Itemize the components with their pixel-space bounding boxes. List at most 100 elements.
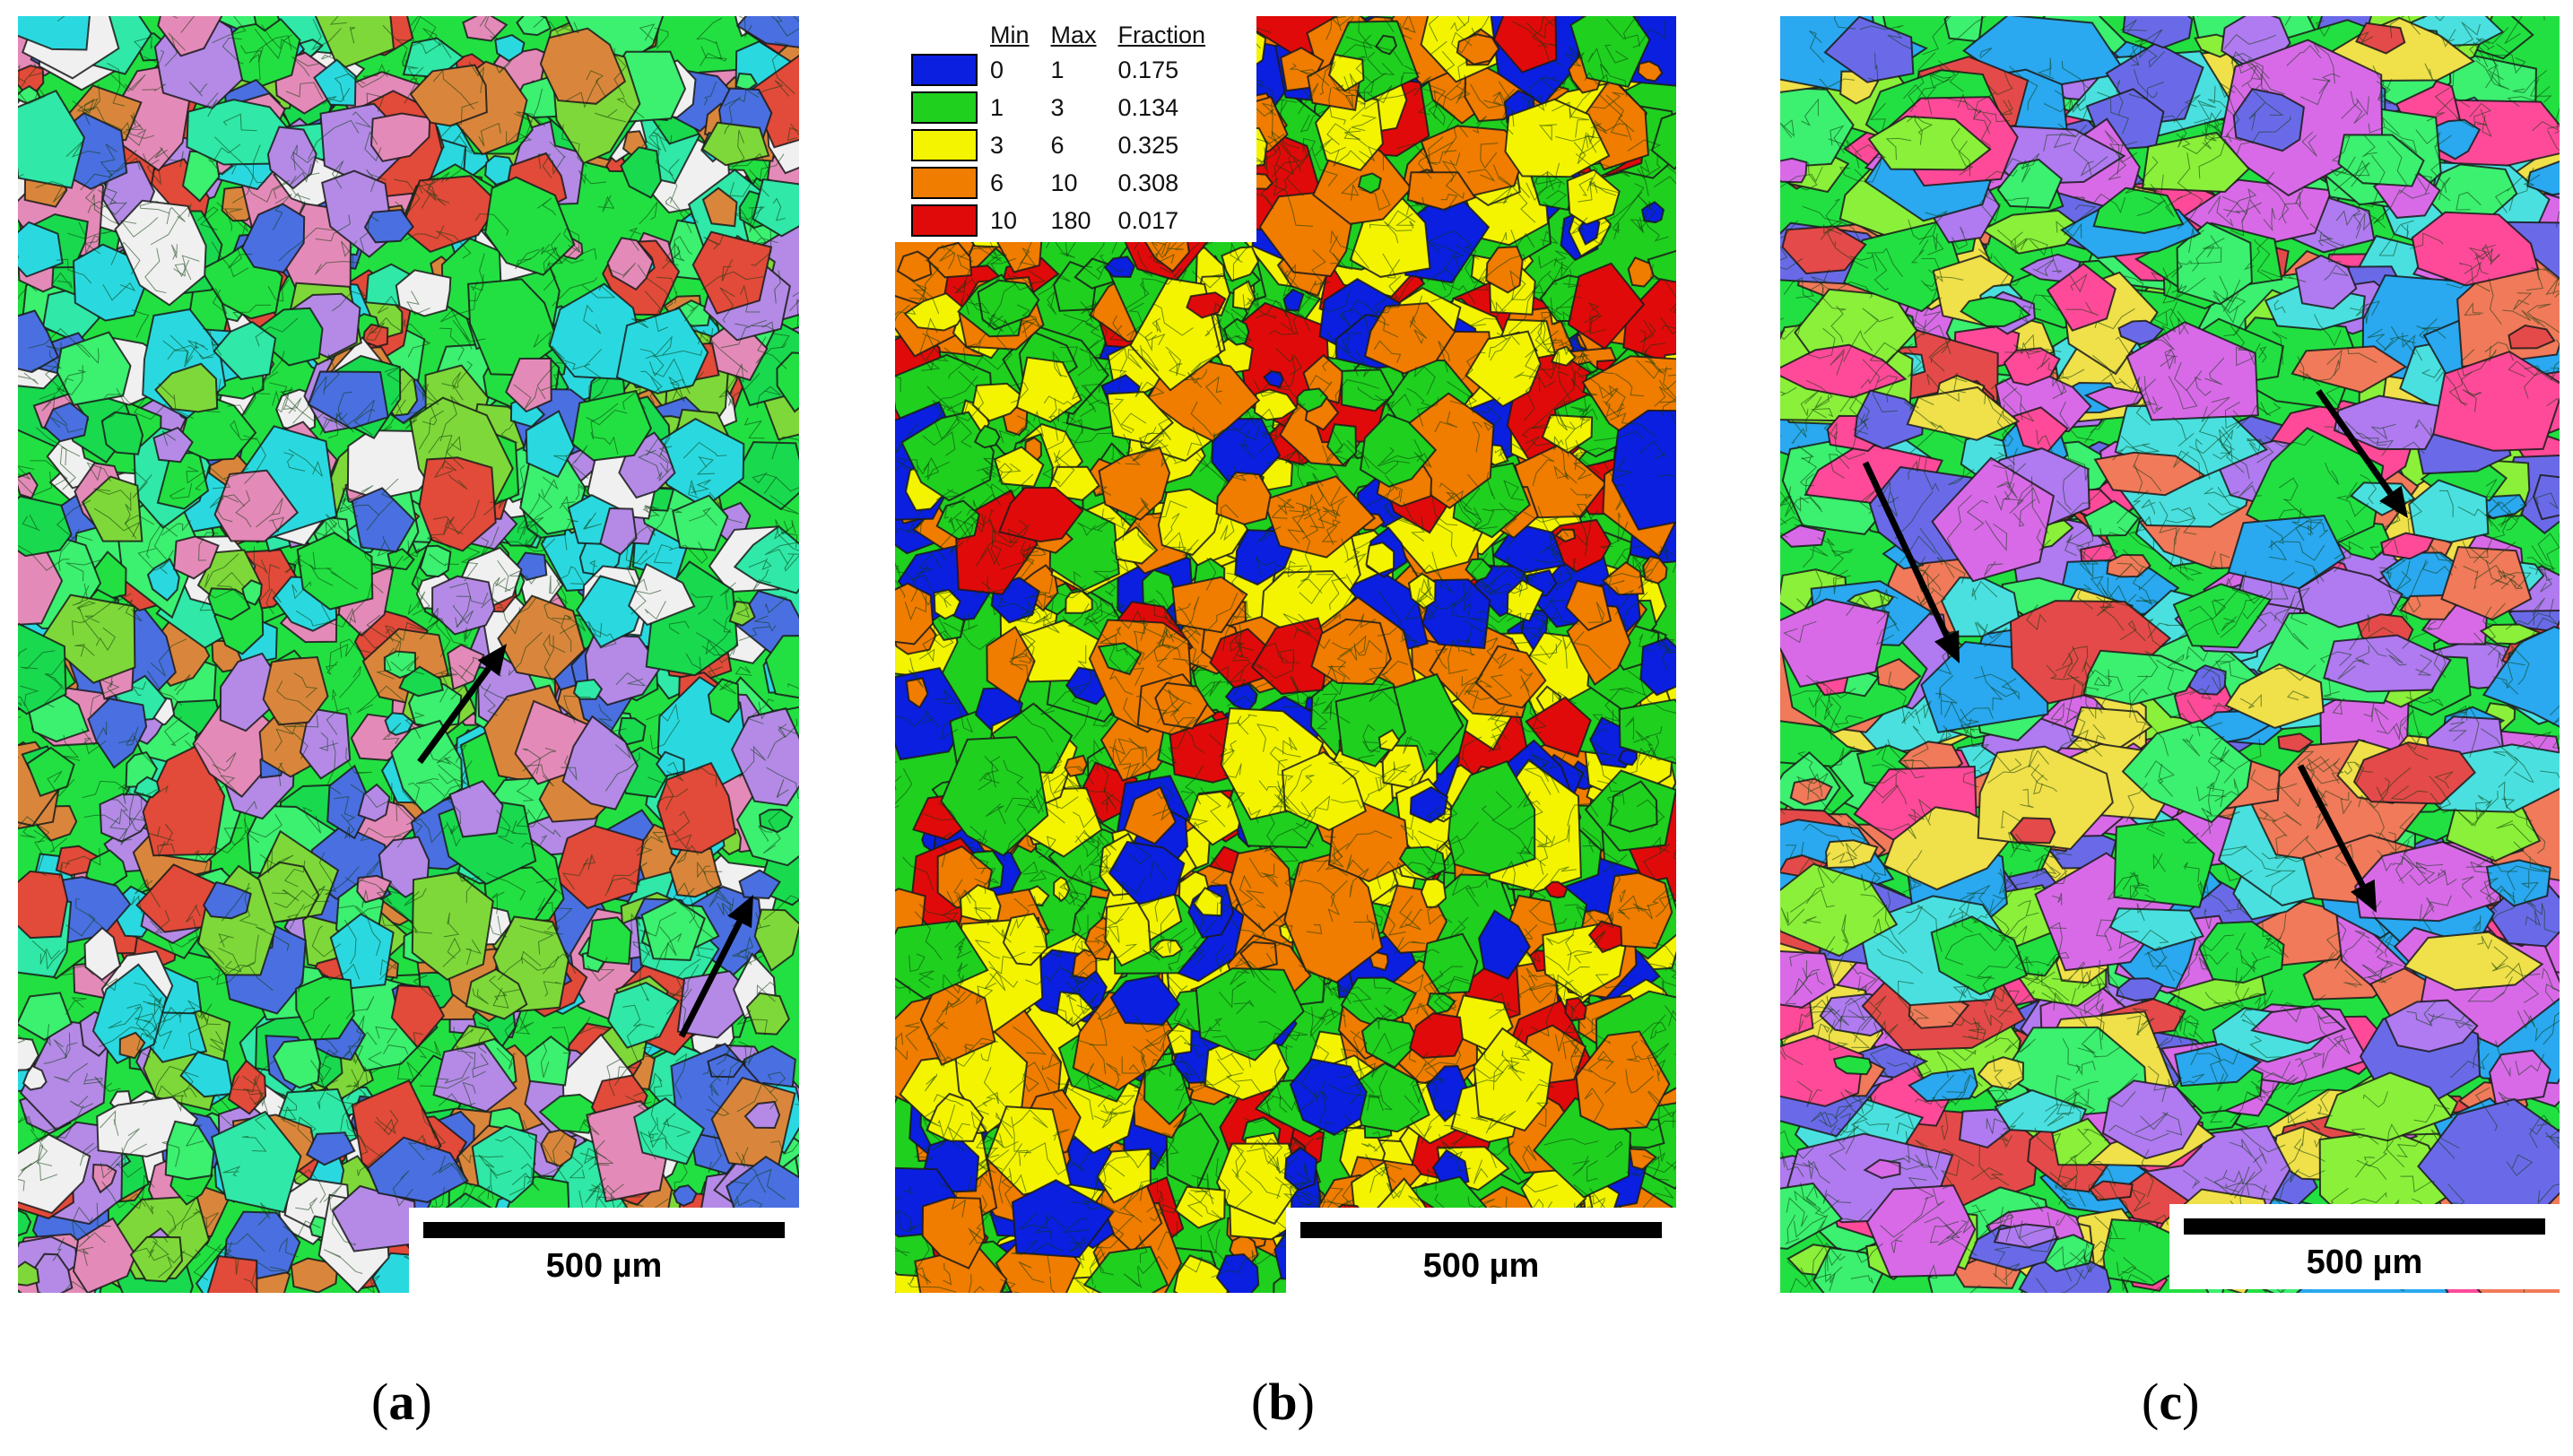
legend-min: 0 [990,56,1004,83]
misorientation-legend: Min Max Fraction 0 1 0.175 1 3 0.134 3 6 0.325 6 1… [895,16,1256,242]
grain [100,411,144,455]
grain [179,1051,234,1098]
grain [18,309,60,374]
scale-bar-b: 500 µm [1286,1208,1676,1293]
grain [1113,525,1159,565]
grain [1876,657,1922,691]
grain [973,424,1001,449]
grain [2141,131,2250,194]
grain [2093,451,2206,497]
grain [1617,749,1639,767]
grain [1637,60,1664,82]
grain [1609,780,1658,833]
grain [1098,446,1171,521]
grain [561,715,639,810]
grain [986,1105,1073,1196]
grain [1960,296,2031,327]
grain [1398,845,1447,880]
grain [2106,553,2151,578]
grain [363,208,414,244]
grain [1065,590,1093,614]
grain [240,203,306,274]
grain [1443,759,1536,875]
grain [2116,977,2164,1002]
grain [72,243,149,322]
grain [18,1209,32,1237]
grain [2009,817,2056,845]
grain [1166,1022,1193,1056]
grain [369,112,431,162]
grain [1908,1067,1978,1103]
grain [2172,583,2273,649]
grain [32,1252,74,1293]
grain [2323,634,2452,693]
grain [18,89,85,189]
grain [431,575,496,636]
grain [81,475,143,542]
legend-fraction: 0.134 [1117,93,1179,121]
grain [390,984,446,1049]
grain [118,1031,146,1060]
grain [448,779,504,838]
grain [728,600,756,627]
grain-map-c [1780,16,2560,1293]
grain [1171,576,1248,634]
grain [997,486,1084,543]
grain [314,16,396,71]
grain [752,178,799,238]
grain [2533,473,2560,521]
grain [1174,1185,1226,1229]
grain [1420,878,1447,908]
grain [2046,263,2117,332]
grain [1258,191,1357,278]
grain [186,99,291,166]
grain [733,441,799,511]
grain [1296,387,1328,413]
grain [18,1261,40,1287]
grain [1104,901,1152,967]
legend-fraction: 0.175 [1117,56,1179,83]
legend-min: 10 [990,206,1018,234]
grain [2092,186,2185,235]
grain [2250,1004,2347,1044]
legend-swatch [911,167,978,199]
grain [615,307,709,394]
grain [753,908,799,973]
grain [114,199,207,307]
grain [1406,171,1477,211]
scale-bar-c: 500 µm [2169,1204,2560,1289]
grain [1357,172,1382,195]
grain [933,588,961,620]
grain [1780,343,1908,399]
annotation-arrow [2297,764,2377,913]
grain [599,507,638,556]
grain [202,880,252,920]
grain [2176,221,2253,306]
grain [1011,1179,1115,1259]
legend-swatch [911,54,978,86]
grain [1064,754,1088,777]
annotation-arrow [678,895,753,1038]
ebsd-misorientation-map-b: Min Max Fraction 0 1 0.175 1 3 0.134 3 6 0.325 6 1… [895,16,1676,1293]
legend-max: 1 [1050,56,1065,83]
grain [18,16,91,51]
ebsd-orientation-map-c: 500 µm [1780,16,2560,1293]
grain [262,655,329,726]
grain [432,1042,517,1113]
legend-row: 6 10 0.308 [911,164,1214,202]
grain [1564,996,1587,1022]
grain [1780,862,1899,958]
grain [516,16,552,37]
grain [986,625,1036,704]
grain [409,64,488,127]
grain [484,176,576,276]
grain [390,719,464,815]
grain [211,1110,302,1214]
grain [2294,254,2358,310]
grain [1567,262,1646,351]
grain [730,706,799,807]
grain [514,551,548,582]
scale-bar-line [423,1222,785,1238]
grain [395,269,452,317]
grain [164,1120,215,1181]
